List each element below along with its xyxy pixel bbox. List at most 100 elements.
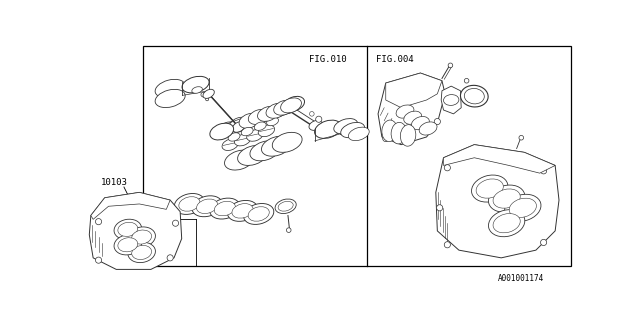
Circle shape [541, 239, 547, 245]
Ellipse shape [396, 105, 414, 118]
Ellipse shape [488, 210, 525, 237]
Ellipse shape [284, 96, 305, 111]
Ellipse shape [182, 76, 209, 93]
Circle shape [316, 116, 322, 122]
Ellipse shape [239, 113, 260, 128]
Ellipse shape [283, 104, 296, 113]
Ellipse shape [227, 200, 258, 221]
Text: 10103: 10103 [101, 178, 128, 187]
Ellipse shape [222, 139, 238, 150]
Ellipse shape [340, 123, 365, 138]
Ellipse shape [248, 109, 269, 124]
Ellipse shape [401, 125, 416, 146]
Ellipse shape [309, 120, 323, 130]
Ellipse shape [225, 150, 254, 170]
Ellipse shape [203, 89, 214, 98]
Ellipse shape [472, 175, 508, 202]
Circle shape [205, 98, 209, 101]
Circle shape [444, 242, 451, 248]
Ellipse shape [262, 136, 291, 156]
Circle shape [383, 135, 389, 141]
Ellipse shape [505, 194, 541, 221]
Ellipse shape [278, 201, 293, 211]
Ellipse shape [241, 127, 253, 136]
Ellipse shape [266, 103, 287, 118]
Polygon shape [378, 73, 445, 145]
Ellipse shape [155, 89, 185, 108]
Ellipse shape [419, 122, 437, 135]
Ellipse shape [275, 199, 296, 213]
Ellipse shape [214, 201, 236, 216]
Circle shape [519, 135, 524, 140]
Ellipse shape [274, 100, 294, 115]
Ellipse shape [509, 198, 536, 217]
Ellipse shape [192, 196, 222, 217]
Ellipse shape [155, 79, 185, 98]
Ellipse shape [280, 98, 301, 113]
Ellipse shape [132, 245, 152, 260]
Ellipse shape [248, 207, 269, 221]
Ellipse shape [114, 219, 141, 239]
Ellipse shape [254, 122, 266, 130]
Ellipse shape [196, 199, 218, 213]
Ellipse shape [250, 141, 280, 161]
Ellipse shape [348, 127, 369, 140]
Ellipse shape [404, 111, 422, 124]
Ellipse shape [132, 230, 152, 244]
Ellipse shape [210, 123, 234, 140]
Circle shape [201, 92, 205, 97]
Circle shape [167, 255, 173, 261]
Ellipse shape [179, 197, 200, 211]
Ellipse shape [232, 204, 253, 218]
Ellipse shape [128, 227, 156, 247]
Ellipse shape [228, 133, 240, 141]
Circle shape [444, 165, 451, 171]
Circle shape [464, 78, 469, 83]
Ellipse shape [493, 213, 520, 233]
Ellipse shape [488, 185, 525, 212]
Ellipse shape [114, 235, 141, 255]
Ellipse shape [118, 238, 138, 252]
Ellipse shape [174, 194, 205, 214]
Ellipse shape [244, 204, 274, 224]
Polygon shape [436, 145, 559, 258]
Ellipse shape [444, 95, 459, 105]
Ellipse shape [229, 117, 250, 132]
Ellipse shape [210, 198, 240, 219]
Ellipse shape [391, 122, 406, 144]
Polygon shape [444, 145, 555, 173]
Ellipse shape [232, 122, 245, 132]
Text: A001001174: A001001174 [498, 274, 545, 283]
Polygon shape [91, 192, 170, 219]
Ellipse shape [267, 117, 278, 126]
Polygon shape [90, 192, 182, 269]
Ellipse shape [493, 189, 520, 208]
Polygon shape [441, 86, 461, 114]
Ellipse shape [464, 88, 484, 104]
Polygon shape [386, 73, 442, 108]
Ellipse shape [412, 116, 429, 130]
Ellipse shape [382, 120, 397, 141]
Ellipse shape [272, 132, 302, 152]
Ellipse shape [118, 222, 138, 236]
Circle shape [172, 220, 179, 226]
Ellipse shape [334, 119, 358, 134]
Circle shape [287, 228, 291, 232]
Ellipse shape [476, 179, 503, 198]
Circle shape [310, 112, 314, 116]
Circle shape [95, 257, 102, 263]
Ellipse shape [315, 120, 341, 138]
Circle shape [95, 219, 102, 225]
Ellipse shape [192, 87, 202, 93]
Circle shape [436, 205, 443, 211]
Bar [143, 46, 570, 266]
Text: FIG.010: FIG.010 [308, 55, 346, 64]
Ellipse shape [218, 122, 238, 137]
Ellipse shape [460, 85, 488, 107]
Ellipse shape [237, 146, 268, 165]
Text: FIG.004: FIG.004 [376, 55, 413, 64]
Circle shape [448, 63, 452, 68]
Ellipse shape [128, 242, 156, 263]
Circle shape [541, 168, 547, 174]
Ellipse shape [234, 134, 251, 146]
